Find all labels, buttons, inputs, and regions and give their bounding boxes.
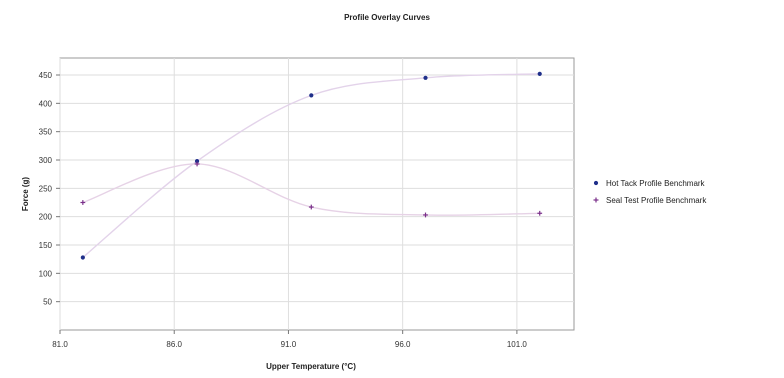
- x-tick-label: 101.0: [507, 340, 528, 349]
- y-tick-label: 350: [39, 128, 53, 137]
- chart-title: Profile Overlay Curves: [344, 13, 430, 22]
- series-1-point: [537, 71, 542, 76]
- x-axis-title: Upper Temperature (°C): [266, 362, 356, 371]
- legend-item-1: Hot Tack Profile Benchmark: [593, 179, 706, 188]
- y-tick-label: 100: [39, 269, 53, 278]
- series-2-point: [80, 200, 86, 205]
- series-2-point: [537, 210, 543, 216]
- series-1-point: [194, 159, 200, 164]
- x-tick-label: 81.0: [52, 340, 68, 349]
- series-2-point: [194, 161, 200, 167]
- data-points: [80, 71, 543, 260]
- legend-marker: [593, 180, 599, 186]
- plot-area: [59, 57, 575, 331]
- y-axis-title: Force (g): [21, 177, 30, 212]
- y-tick-label: 300: [39, 156, 53, 165]
- series-2-point: [423, 212, 428, 218]
- series-1-point: [80, 255, 85, 260]
- x-tick-label: 91.0: [281, 340, 297, 349]
- legend-label: Seal Test Profile Benchmark: [606, 196, 707, 205]
- y-tick-label: 150: [39, 241, 53, 250]
- y-tick-label: 400: [39, 99, 53, 108]
- legend: Hot Tack Profile Benchmark Seal Test Prof…: [593, 179, 707, 205]
- series-1-point: [309, 93, 314, 98]
- axis-ticks: 81.0 86.0 91.0 96.0 101.0 50 100 150 200 250 300 35…: [39, 71, 528, 349]
- legend-label: Hot Tack Profile Benchmark: [606, 179, 706, 188]
- series-1-point: [423, 75, 428, 80]
- legend-item-2: Seal Test Profile Benchmark: [593, 196, 707, 205]
- y-tick-label: 250: [39, 184, 53, 193]
- x-tick-label: 96.0: [395, 340, 411, 349]
- y-tick-label: 200: [39, 213, 53, 222]
- series-line-1: [82, 73, 540, 259]
- y-tick-label: 450: [39, 71, 53, 80]
- series-2-point: [308, 204, 314, 210]
- x-tick-label: 86.0: [166, 340, 182, 349]
- y-tick-label: 50: [43, 298, 52, 307]
